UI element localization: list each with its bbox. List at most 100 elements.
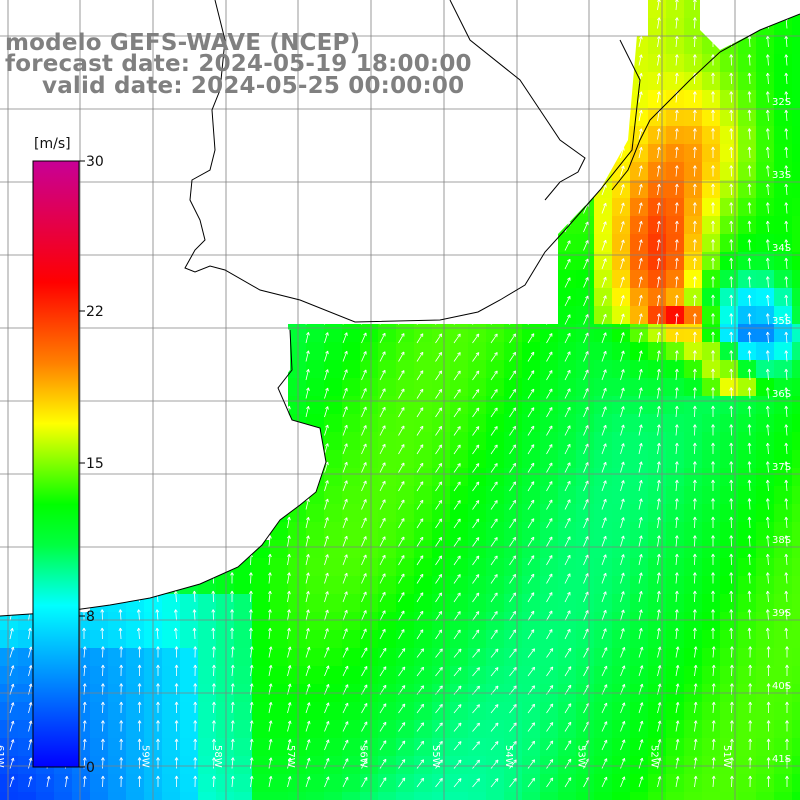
field-cell [468,558,487,577]
field-cell [702,522,721,541]
field-cell [450,756,469,775]
field-cell [684,414,703,433]
field-cell [612,504,631,523]
field-cell [324,792,343,800]
field-cell [666,738,685,757]
wind-arrow [564,258,571,270]
wind-arrow [747,72,752,85]
field-cell [486,720,505,739]
field-cell [522,612,541,631]
wind-arrow [729,72,734,85]
wind-arrow [656,257,661,270]
field-cell [756,666,775,685]
field-cell [648,720,667,739]
field-cell [90,720,109,739]
wind-arrow [747,54,752,66]
wind-arrow [416,333,424,344]
field-cell [792,594,800,613]
field-cell [792,414,800,433]
wind-arrow [546,351,553,362]
field-cell [360,522,379,541]
field-cell [306,540,325,559]
field-cell [738,414,757,433]
wind-arrow [711,276,715,288]
field-cell [0,774,19,793]
field-cell [720,216,739,235]
field-cell [522,360,541,379]
field-cell [216,738,235,757]
field-cell [702,774,721,793]
field-cell [540,666,559,685]
wind-arrow [784,54,789,66]
field-cell [684,612,703,631]
field-cell [270,720,289,739]
field-cell [576,414,595,433]
wind-arrow [711,146,715,159]
wind-arrow [693,17,697,29]
field-cell [738,324,757,343]
wind-arrow [638,221,643,233]
field-cell [666,702,685,721]
field-cell [738,648,757,667]
field-cell [702,504,721,523]
field-cell [774,144,793,163]
field-cell [378,792,397,800]
field-cell [288,378,307,397]
field-cell [468,414,487,433]
field-cell [378,342,397,361]
field-cell [216,594,235,613]
field-cell [342,378,361,397]
field-cell [702,648,721,667]
field-cell [432,558,451,577]
field-cell [594,630,613,649]
field-cell [360,396,379,415]
field-cell [792,108,800,127]
wind-arrow [729,183,734,196]
field-cell [216,612,235,631]
field-cell [198,774,217,793]
field-cell [666,504,685,523]
field-cell [630,522,649,541]
wind-arrow [564,240,571,251]
field-cell [342,702,361,721]
field-cell [432,324,451,343]
wind-arrow [765,146,770,159]
field-cell [558,342,577,361]
field-cell [666,378,685,397]
field-cell [756,648,775,667]
wind-arrow [674,220,679,233]
wind-arrow [305,369,310,381]
wind-arrow [305,350,310,362]
longitude-label: 55W [430,745,441,768]
colorbar-tick-label: 22 [86,304,104,320]
field-cell [468,360,487,379]
field-cell [576,612,595,631]
field-cell [630,306,649,325]
field-cell [324,324,343,343]
field-cell [414,720,433,739]
field-cell [648,342,667,361]
field-cell [774,666,793,685]
field-cell [396,558,415,577]
field-cell [216,666,235,685]
field-cell [720,450,739,469]
field-cell [774,576,793,595]
wind-arrow [324,350,329,362]
wind-arrow [656,220,661,233]
longitude-label: 59W [139,745,150,768]
wind-arrow [564,314,571,325]
field-cell [414,360,433,379]
wind-arrow [583,240,589,251]
wind-arrow [638,295,643,307]
field-cell [396,504,415,523]
field-cell [18,774,37,793]
field-cell [702,90,721,109]
field-cell [450,720,469,739]
field-cell [504,630,523,649]
field-cell [648,198,667,217]
field-cell [360,666,379,685]
field-cell [612,306,631,325]
field-cell [666,90,685,109]
wind-arrow [674,294,679,307]
field-cell [630,270,649,289]
